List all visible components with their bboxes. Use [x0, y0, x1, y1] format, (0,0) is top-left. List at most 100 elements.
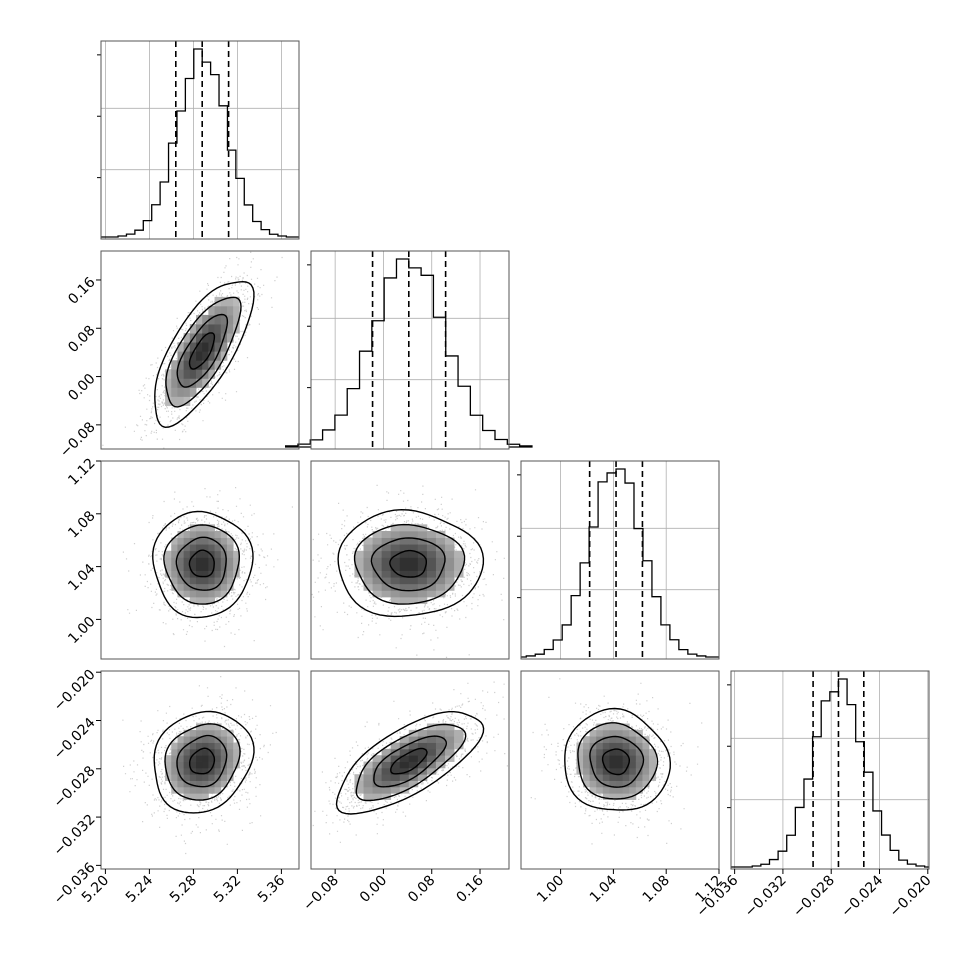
density-cell	[189, 748, 197, 756]
x-tick-label-3-1: 1.00	[534, 873, 567, 906]
density-cell	[408, 767, 419, 775]
density-cell	[408, 557, 419, 565]
density-cell	[226, 550, 234, 558]
density-cell	[208, 761, 215, 769]
x-tick-label-1-3: 5.28	[167, 873, 200, 906]
density-cell	[177, 780, 185, 788]
density-cell	[649, 755, 657, 762]
density-cell	[602, 729, 610, 737]
density-cell	[390, 786, 401, 794]
density-cell	[616, 767, 624, 775]
density-cell	[177, 583, 185, 591]
density-cell	[171, 761, 178, 769]
density-cell	[183, 577, 191, 585]
density-cell	[635, 729, 643, 737]
density-cell	[171, 387, 178, 397]
density-cell	[177, 557, 185, 565]
density-cell	[183, 563, 191, 571]
density-cell	[583, 755, 591, 762]
density-cell	[445, 563, 455, 571]
density-cell	[177, 396, 185, 406]
density-cell	[363, 761, 373, 769]
density-cell	[189, 755, 197, 762]
density-cell	[171, 550, 178, 558]
density-cell	[183, 544, 191, 552]
density-cell	[642, 742, 650, 750]
density-cell	[602, 723, 610, 731]
density-cell	[214, 557, 222, 565]
density-cell	[220, 748, 228, 756]
density-cell	[226, 557, 234, 565]
density-cell	[596, 767, 604, 775]
density-cell	[189, 761, 197, 769]
density-cell	[214, 761, 222, 769]
density-cell	[214, 748, 222, 756]
density-cell	[616, 729, 624, 737]
density-cell	[189, 524, 197, 532]
density-cell	[435, 742, 446, 750]
x-tick-label-4-4: −0.024	[838, 872, 886, 920]
density-cell	[171, 557, 178, 565]
panel-4-3-frame	[520, 670, 720, 870]
density-cell	[202, 780, 209, 788]
panel-3-1	[100, 460, 300, 660]
density-cell	[189, 729, 197, 737]
contour-4-1-2	[176, 734, 228, 788]
density-cell	[381, 544, 392, 552]
density-cell	[609, 723, 617, 731]
density-cell	[165, 755, 172, 762]
density-cell	[183, 557, 191, 565]
density-cell	[220, 557, 228, 565]
density-cell	[629, 755, 637, 762]
density-cell	[196, 557, 203, 565]
density-cell	[214, 550, 222, 558]
density-cell	[171, 577, 178, 585]
density-cell	[390, 774, 401, 781]
density-cell	[202, 755, 209, 762]
density-cell	[171, 369, 178, 379]
density-cell	[202, 570, 209, 578]
density-cell	[196, 369, 203, 379]
density-cell	[417, 557, 428, 565]
density-cell	[426, 590, 437, 598]
density-cell	[226, 774, 234, 781]
density-cell	[214, 723, 222, 731]
density-cell	[399, 544, 410, 552]
density-cell	[417, 742, 428, 750]
density-cell	[202, 590, 209, 598]
density-cell	[214, 342, 222, 352]
density-cell	[602, 767, 610, 775]
density-cell	[435, 761, 446, 769]
density-cell	[635, 774, 643, 781]
contour-4-1-4	[153, 710, 255, 814]
density-cell	[226, 729, 234, 737]
density-cell	[202, 577, 209, 585]
density-cell	[642, 767, 650, 775]
density-cell	[622, 729, 630, 737]
density-cell	[445, 557, 455, 565]
density-cell	[596, 786, 604, 794]
density-cell	[426, 729, 437, 737]
density-cell	[372, 793, 383, 800]
density-cell	[226, 570, 234, 578]
density-cell	[183, 583, 191, 591]
density-cell	[381, 530, 392, 538]
density-cell	[589, 786, 597, 794]
density-cell	[214, 780, 222, 788]
density-cell	[189, 369, 197, 379]
density-cell	[622, 761, 630, 769]
density-cell	[208, 351, 215, 361]
panel-4-1-frame	[100, 670, 300, 870]
density-cell	[208, 723, 215, 731]
density-cell	[583, 761, 591, 769]
density-cell	[390, 524, 401, 532]
hist-panel-4	[727, 670, 930, 870]
density-cell	[642, 774, 650, 781]
y-tick-label-3-1: 1.00	[65, 614, 98, 647]
density-cell	[208, 786, 215, 794]
x-tick-label-2-4: 0.16	[453, 872, 486, 905]
hist-panel-2	[284, 250, 533, 450]
y-tick-label-3-4: 1.12	[65, 455, 98, 488]
density-cell	[616, 774, 624, 781]
density-cell	[589, 736, 597, 743]
